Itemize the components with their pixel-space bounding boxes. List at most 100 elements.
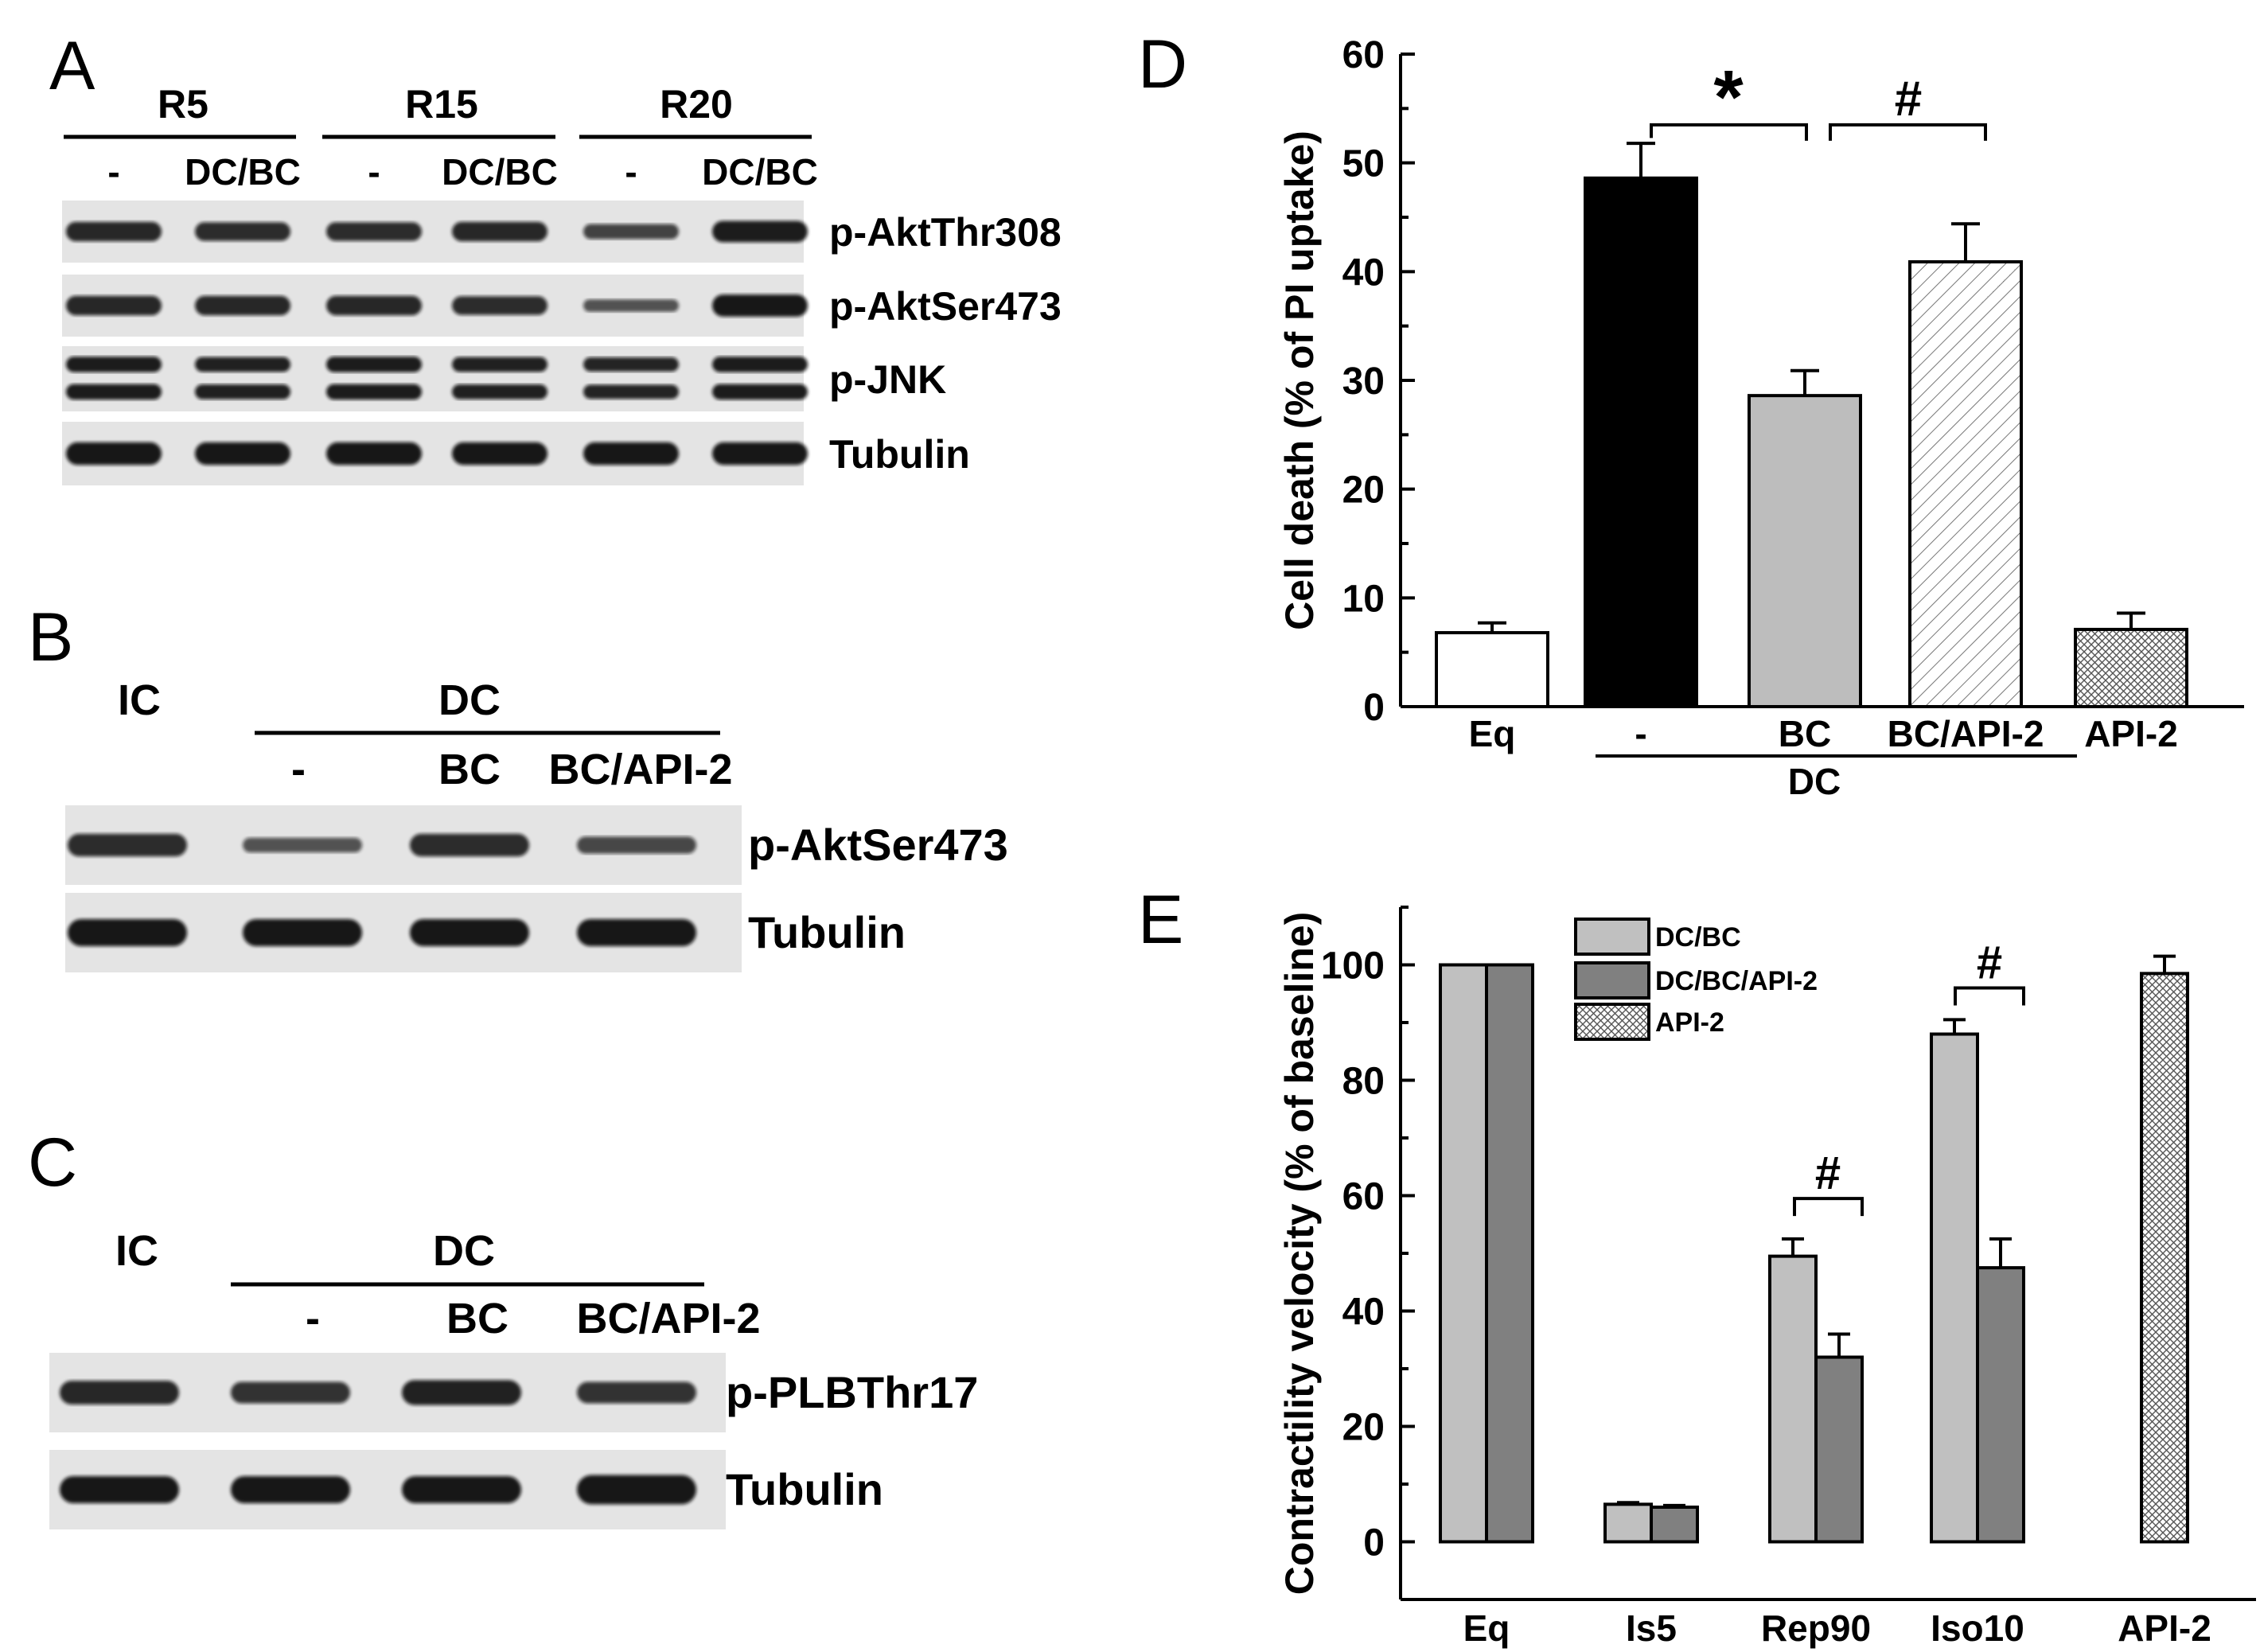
panel-a-row-2-band-2-0 [326, 357, 422, 372]
panel-a-lane-label-4: - [625, 151, 637, 193]
panel-a-row-3-band-4 [583, 442, 679, 466]
panel-c-row-0-band-3 [577, 1381, 696, 1404]
panel-e-legend-label-2: API-2 [1655, 1007, 1724, 1038]
panel-d-tick-label-6: 60 [1342, 34, 1385, 76]
panel-c-row-1-band-2 [402, 1476, 521, 1503]
panel-e-bar-3-1 [1976, 1266, 2025, 1544]
panel-d-tick-label-5: 50 [1342, 143, 1385, 185]
panel-c-row-label-0: p-PLBThr17 [726, 1367, 978, 1417]
panel-e-category-0: Eq [1463, 1607, 1510, 1649]
panel-d-bar-2 [1748, 394, 1862, 708]
panel-a-row-2-membrane [62, 346, 804, 411]
panel-a-row-3-band-0 [66, 442, 162, 466]
panel-a-western-blot: A R5 R15 R20 - DC/BC - DC/BC - DC/BC p-AktThr30… [49, 28, 1062, 485]
panel-e-category-4: API-2 [2118, 1607, 2211, 1649]
panel-a-row-1-band-1 [195, 295, 290, 316]
panel-d-category-3: BC/API-2 [1888, 713, 2044, 754]
panel-b-lane-label-1: BC [438, 746, 501, 793]
panel-d-category-2: BC [1779, 713, 1831, 754]
panel-e-bracket-0 [1793, 1197, 1864, 1217]
panel-c-lane-label-2: BC/API-2 [576, 1295, 760, 1342]
panel-e-tick-label-2: 40 [1342, 1292, 1385, 1334]
panel-d-tick-label-1: 10 [1342, 578, 1385, 620]
panel-a-row-0-band-4 [583, 224, 679, 240]
panel-a-row-3-band-2 [326, 442, 422, 466]
panel-d-y-label: Cell death (% of PI uptake) [1277, 131, 1322, 630]
panel-c-row-label-1: Tubulin [726, 1464, 883, 1514]
panel-d-bracket-1 [1650, 123, 1808, 141]
panel-b-letter: B [28, 599, 73, 676]
panel-d-tick-label-0: 0 [1363, 687, 1385, 729]
panel-e-bracket-1 [1954, 986, 2025, 1006]
panel-a-row-1 [62, 275, 808, 337]
panel-e-legend-label-0: DC/BC [1655, 922, 1741, 953]
panel-b-lane-label-2: BC/API-2 [548, 746, 732, 793]
panel-d-group-label: DC [1788, 761, 1841, 802]
panel-b-row-0 [65, 805, 742, 885]
panel-a-row-0-band-0 [66, 221, 162, 242]
panel-d-annotation-0: * [1713, 55, 1744, 140]
panel-e-legend-swatch-0 [1574, 918, 1650, 956]
panel-e-tick-label-1: 20 [1342, 1407, 1385, 1449]
panel-a-lane-label-1: DC/BC [185, 151, 301, 193]
panel-d-letter: D [1138, 26, 1187, 103]
panel-b-lane-label-0: - [291, 746, 306, 793]
panel-e-category-3: Iso10 [1931, 1607, 2024, 1649]
panel-b-group-label: DC [438, 676, 501, 724]
panel-a-row-2-band-0-1 [66, 384, 162, 400]
panel-c-row-1 [49, 1450, 726, 1529]
panel-e-tick-label-3: 60 [1342, 1176, 1385, 1218]
panel-d-category-1: - [1635, 713, 1646, 754]
panel-b-western-blot: B IC DC - BC BC/API-2 p-AktSer473 Tubulin [28, 599, 1008, 972]
panel-c-row-0-band-0 [60, 1381, 179, 1405]
panel-e-tick-label-4: 80 [1342, 1061, 1385, 1103]
panel-a-row-1-band-3 [452, 296, 547, 315]
panel-a-row-1-membrane [62, 275, 804, 337]
panel-c-lane-label-1: BC [446, 1295, 509, 1342]
panel-d-bar-0 [1435, 631, 1549, 708]
panel-a-row-1-band-0 [66, 295, 162, 316]
panel-e-legend-swatch-2 [1574, 1003, 1650, 1041]
panel-a-row-label-1: p-AktSer473 [829, 284, 1062, 329]
panel-a-row-1-band-2 [326, 295, 422, 316]
panel-b-row-1-band-0 [68, 919, 187, 946]
panel-d-chart: D 0 10 20 30 40 50 60 Cell death (% of PI uptak… [1138, 26, 2244, 802]
panel-a-row-3-band-1 [195, 442, 290, 466]
panel-a-group-label-0: R5 [158, 82, 208, 127]
panel-a-lane-label-5: DC/BC [702, 151, 818, 193]
panel-a-row-2-band-3-0 [452, 357, 547, 372]
panel-e-bar-1-1 [1650, 1506, 1699, 1544]
panel-a-row-1-band-4 [583, 299, 679, 312]
panel-e-letter: E [1138, 882, 1183, 958]
panel-b-control-label: IC [118, 676, 161, 724]
panel-c-row-1-band-1 [231, 1476, 350, 1503]
panel-c-row-1-band-3 [577, 1475, 696, 1505]
panel-c-row-0-band-2 [402, 1380, 521, 1405]
panel-e-category-1: Is5 [1626, 1607, 1677, 1649]
panel-e-bar-3-0 [1930, 1032, 1979, 1544]
panel-d-tick-label-2: 20 [1342, 469, 1385, 512]
panel-a-row-2-band-0-0 [66, 357, 162, 372]
panel-d-bar-1 [1584, 176, 1698, 709]
panel-a-row-2-band-5-1 [712, 384, 808, 400]
panel-c-letter: C [28, 1124, 77, 1201]
panel-e-legend-label-1: DC/BC/API-2 [1655, 966, 1818, 996]
panel-a-row-2 [62, 346, 808, 411]
panel-e-y-label: Contractility velocity (% of baseline) [1277, 912, 1322, 1596]
panel-a-group-label-1: R15 [405, 82, 478, 127]
panel-c-row-1-band-0 [60, 1476, 179, 1503]
panel-d-tick-label-4: 40 [1342, 251, 1385, 294]
panel-d-category-4: API-2 [2084, 713, 2178, 754]
panel-a-lane-label-0: - [107, 151, 119, 193]
panel-e-bar-0-0 [1439, 963, 1488, 1544]
panel-b-row-1-band-2 [410, 919, 529, 946]
panel-e-tick-label-5: 100 [1321, 945, 1385, 988]
panel-d-annotation-1: # [1895, 72, 1922, 127]
panel-a-row-label-0: p-AktThr308 [829, 210, 1062, 255]
panel-a-row-3-band-3 [452, 442, 547, 466]
panel-e-bar-2-1 [1814, 1355, 1864, 1544]
panel-d-bar-3 [1908, 260, 2023, 708]
panel-b-row-0-band-1 [243, 837, 362, 853]
